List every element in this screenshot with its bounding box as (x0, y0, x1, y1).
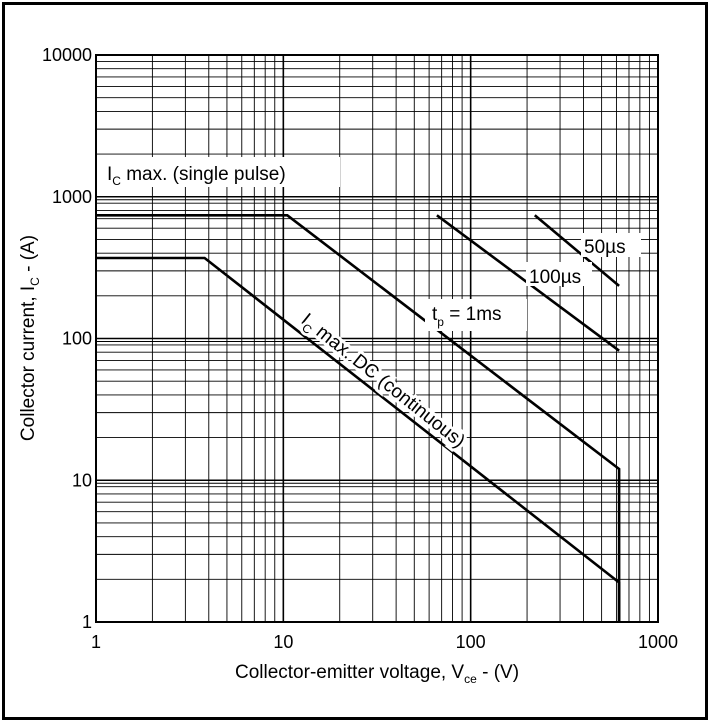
annotation-100us: 100µs (526, 262, 592, 288)
series-line-dc (96, 256, 621, 622)
annotation-single-pulse: IC max. (single pulse) (102, 157, 340, 188)
x-tick-label: 1000 (638, 632, 678, 652)
svg-text:100µs: 100µs (529, 267, 581, 288)
svg-text:IC max. (single pulse): IC max. (single pulse) (107, 164, 286, 188)
x-axis-label: Collector-emitter voltage, Vce - (V) (235, 662, 519, 686)
y-tick-label: 1 (82, 612, 92, 632)
svg-text:tp = 1ms: tp = 1ms (432, 304, 502, 329)
y-tick-label: 100 (62, 329, 92, 349)
grid (95, 55, 658, 623)
series-line-50us (533, 214, 620, 287)
x-tick-label: 10 (273, 632, 293, 652)
annotation-tp-1ms: tp = 1ms (425, 299, 527, 331)
y-tick-label: 10 (72, 470, 92, 490)
y-axis-label: Collector current, IC - (A) (18, 235, 42, 441)
y-tick-label: 1000 (52, 187, 92, 207)
y-tick-label: 10000 (42, 45, 92, 65)
plot-border (95, 54, 659, 623)
series-line-1ms (96, 214, 621, 622)
annotation-50us: 50µs (581, 233, 641, 258)
tick-labels: 1 10 100 1000 1 10 100 1000 10000 (42, 45, 678, 652)
annotation-dc-continuous: IC max. DC (continuous) (294, 306, 472, 455)
svg-text:50µs: 50µs (584, 237, 626, 258)
x-tick-label: 100 (456, 632, 486, 652)
svg-text:IC max. DC (continuous): IC max. DC (continuous) (295, 309, 469, 454)
x-tick-label: 1 (91, 632, 101, 652)
